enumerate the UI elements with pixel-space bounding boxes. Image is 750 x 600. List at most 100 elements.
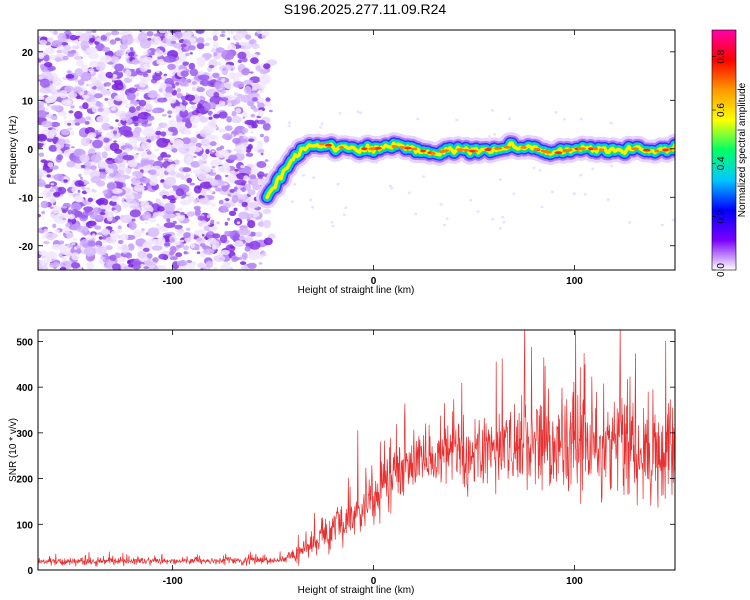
noise-speckle xyxy=(105,71,114,78)
noise-speckle xyxy=(239,41,249,46)
noise-speckle xyxy=(50,105,61,111)
noise-speckle xyxy=(51,40,62,48)
noise-speckle xyxy=(229,245,235,249)
noise-speckle xyxy=(445,217,449,221)
colorbar: 0.0 0.2 0.4 0.6 0.8 Normalized spectral ampl… xyxy=(711,29,748,277)
noise-speckle xyxy=(248,252,260,261)
noise-speckle xyxy=(142,128,155,137)
noise-speckle xyxy=(242,116,246,119)
noise-speckle xyxy=(109,126,114,130)
noise-speckle xyxy=(137,32,148,43)
signal-ridge-peak xyxy=(441,149,447,153)
noise-speckle xyxy=(163,158,170,161)
spectrogram-x-tick-label: -100 xyxy=(163,276,183,287)
noise-speckle xyxy=(112,263,121,270)
noise-speckle xyxy=(103,137,110,143)
noise-speckle xyxy=(111,83,124,91)
noise-speckle xyxy=(74,68,83,77)
noise-speckle xyxy=(212,159,222,167)
noise-speckle xyxy=(66,70,72,74)
noise-speckle xyxy=(114,94,125,102)
noise-speckle xyxy=(188,137,198,144)
noise-speckle xyxy=(215,77,219,81)
noise-speckle xyxy=(50,121,61,127)
noise-speckle xyxy=(232,256,240,261)
noise-speckle xyxy=(104,82,112,87)
noise-speckle xyxy=(229,188,235,193)
noise-speckle xyxy=(336,182,340,186)
noise-speckle xyxy=(249,39,257,45)
noise-speckle xyxy=(171,148,178,153)
noise-speckle xyxy=(182,167,192,173)
noise-speckle xyxy=(88,68,95,73)
noise-speckle xyxy=(231,110,237,117)
noise-speckle xyxy=(175,82,180,86)
noise-speckle xyxy=(165,86,174,94)
noise-speckle xyxy=(40,179,45,184)
noise-speckle xyxy=(224,125,233,132)
noise-speckle xyxy=(251,53,259,58)
noise-speckle xyxy=(102,46,110,53)
noise-speckle xyxy=(563,117,567,121)
noise-speckle xyxy=(126,92,136,101)
noise-speckle xyxy=(609,121,614,125)
noise-speckle xyxy=(50,115,58,121)
noise-speckle xyxy=(48,144,58,152)
noise-speckle xyxy=(163,73,168,77)
noise-speckle xyxy=(76,42,82,47)
noise-speckle xyxy=(233,72,244,78)
noise-speckle xyxy=(179,77,188,87)
noise-speckle xyxy=(63,52,69,55)
noise-speckle xyxy=(190,105,197,110)
noise-speckle xyxy=(242,127,249,134)
noise-speckle xyxy=(97,107,104,112)
noise-speckle xyxy=(221,205,229,213)
spectrogram-x-label: Height of straight line (km) xyxy=(298,285,415,296)
signal-ridge-peak xyxy=(361,147,368,151)
noise-speckle xyxy=(57,187,63,192)
noise-speckle xyxy=(245,34,252,40)
noise-speckle xyxy=(203,102,211,111)
noise-speckle xyxy=(185,52,190,57)
noise-speckle xyxy=(190,243,195,249)
noise-speckle xyxy=(124,131,134,138)
noise-speckle xyxy=(442,223,447,227)
noise-speckle xyxy=(77,189,81,193)
noise-speckle xyxy=(52,30,59,35)
noise-speckle xyxy=(138,99,147,107)
noise-speckle xyxy=(211,166,216,169)
noise-speckle xyxy=(72,237,78,242)
noise-speckle xyxy=(250,168,259,175)
noise-speckle xyxy=(168,126,178,133)
noise-speckle xyxy=(256,101,260,104)
noise-speckle xyxy=(56,53,63,57)
noise-speckle xyxy=(99,204,107,210)
noise-speckle xyxy=(86,187,90,190)
noise-speckle xyxy=(215,47,225,54)
noise-speckle xyxy=(189,182,196,186)
noise-speckle xyxy=(201,223,206,227)
noise-speckle xyxy=(96,180,106,187)
noise-speckle xyxy=(253,83,262,89)
noise-speckle xyxy=(102,239,107,243)
noise-speckle xyxy=(338,111,342,115)
noise-speckle xyxy=(115,189,122,192)
noise-speckle xyxy=(136,105,141,112)
noise-speckle xyxy=(56,49,63,54)
noise-speckle xyxy=(73,164,83,170)
noise-speckle xyxy=(39,39,48,45)
noise-speckle xyxy=(258,176,263,180)
noise-speckle xyxy=(156,137,169,148)
noise-speckle xyxy=(227,217,231,221)
noise-speckle xyxy=(488,135,492,138)
noise-speckle xyxy=(247,189,256,196)
noise-speckle xyxy=(151,108,159,114)
noise-speckle xyxy=(41,255,46,259)
noise-speckle xyxy=(221,249,230,255)
signal-ridge-peak xyxy=(642,148,651,152)
noise-speckle xyxy=(195,142,202,148)
noise-speckle xyxy=(145,104,153,111)
noise-speckle xyxy=(69,184,73,188)
noise-speckle xyxy=(185,94,196,102)
